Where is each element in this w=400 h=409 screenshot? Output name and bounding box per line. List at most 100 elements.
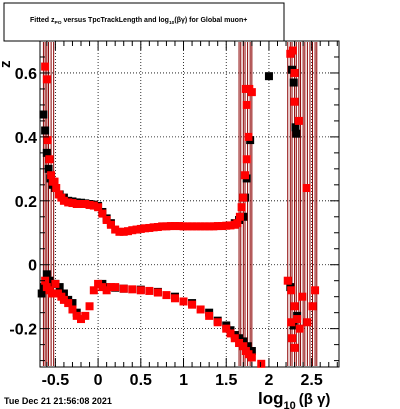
data-point xyxy=(293,315,302,324)
data-point xyxy=(162,222,171,231)
data-point xyxy=(43,136,52,145)
data-point xyxy=(153,288,162,297)
label-part: O xyxy=(58,20,62,26)
data-point xyxy=(213,318,222,327)
data-point xyxy=(233,219,242,228)
data-point xyxy=(89,201,98,210)
data-point xyxy=(37,289,46,298)
label-part: P xyxy=(55,20,59,26)
data-point xyxy=(51,279,60,288)
data-point xyxy=(41,126,50,135)
data-point xyxy=(59,196,68,205)
data-point xyxy=(149,223,158,232)
data-point xyxy=(217,222,226,231)
data-point xyxy=(145,286,154,295)
data-point xyxy=(288,334,297,343)
series-red xyxy=(41,46,320,368)
data-point xyxy=(188,222,197,231)
data-point xyxy=(239,337,248,346)
data-point xyxy=(42,75,51,84)
data-point xyxy=(311,286,320,295)
data-point xyxy=(291,123,300,132)
x-axis-label: log10 (β γ) xyxy=(258,389,330,409)
data-point xyxy=(85,302,94,311)
data-point xyxy=(68,299,77,308)
data-point xyxy=(222,324,231,333)
data-point xyxy=(239,342,248,351)
data-point xyxy=(141,224,150,233)
x-tick-label: 1 xyxy=(179,372,188,389)
data-point xyxy=(264,72,273,81)
data-point xyxy=(175,222,184,231)
data-point xyxy=(55,283,64,292)
x-tick-label: 0.5 xyxy=(130,372,152,389)
data-point xyxy=(292,129,301,138)
data-point xyxy=(102,215,111,224)
data-point xyxy=(247,88,256,97)
y-axis-label: z xyxy=(0,61,14,69)
data-point xyxy=(179,222,188,231)
data-point xyxy=(158,222,167,231)
data-point xyxy=(41,276,50,285)
data-point xyxy=(235,212,244,221)
timestamp-footer: Tue Dec 21 21:56:08 2021 xyxy=(4,396,112,406)
data-point xyxy=(145,223,154,232)
label-part: (βγ) for Global muon+ xyxy=(174,17,247,24)
data-point xyxy=(241,171,250,180)
y-tick-label: 0.2 xyxy=(15,194,37,211)
data-point xyxy=(242,155,251,164)
data-point xyxy=(298,292,307,301)
data-point xyxy=(128,226,137,235)
data-point xyxy=(119,227,128,236)
data-point xyxy=(115,227,124,236)
data-point xyxy=(308,302,317,311)
data-point xyxy=(102,286,111,295)
data-point xyxy=(52,184,61,193)
data-point xyxy=(128,285,137,294)
data-point xyxy=(106,220,115,229)
data-point xyxy=(200,222,209,231)
data-point xyxy=(287,286,296,295)
data-point xyxy=(98,283,107,292)
data-point xyxy=(59,295,68,304)
x-tick-label: -0.5 xyxy=(42,372,70,389)
data-point xyxy=(44,164,53,173)
data-point xyxy=(290,68,299,77)
data-point xyxy=(132,225,141,234)
data-point xyxy=(170,294,179,303)
data-point xyxy=(94,279,103,288)
data-point xyxy=(213,222,222,231)
data-point xyxy=(85,200,94,209)
data-point xyxy=(196,305,205,314)
data-point xyxy=(47,171,56,180)
data-point xyxy=(94,203,103,212)
y-tick-label: 0 xyxy=(28,258,37,275)
data-point xyxy=(47,289,56,298)
data-point xyxy=(209,222,218,231)
data-point xyxy=(106,283,115,292)
data-point xyxy=(68,305,77,314)
y-tick-label: 0.6 xyxy=(15,66,37,83)
label-part: log xyxy=(258,389,284,408)
data-point xyxy=(111,283,120,292)
data-point xyxy=(81,311,90,320)
data-point xyxy=(162,291,171,300)
data-point xyxy=(247,353,256,362)
data-point xyxy=(302,184,311,193)
data-point xyxy=(239,193,248,202)
data-point xyxy=(243,342,252,351)
data-point xyxy=(290,343,299,352)
data-point xyxy=(64,299,73,308)
data-point xyxy=(235,339,244,348)
data-point xyxy=(235,334,244,343)
data-point xyxy=(72,311,81,320)
chart-title: Fitted zPO versus TpcTrackLength and log… xyxy=(30,17,247,26)
y-tick-label: 0.4 xyxy=(15,130,37,147)
data-point xyxy=(119,284,128,293)
data-point xyxy=(41,62,50,71)
data-point xyxy=(77,200,86,208)
data-point xyxy=(111,225,120,234)
data-point xyxy=(205,311,214,320)
data-point xyxy=(64,198,73,207)
